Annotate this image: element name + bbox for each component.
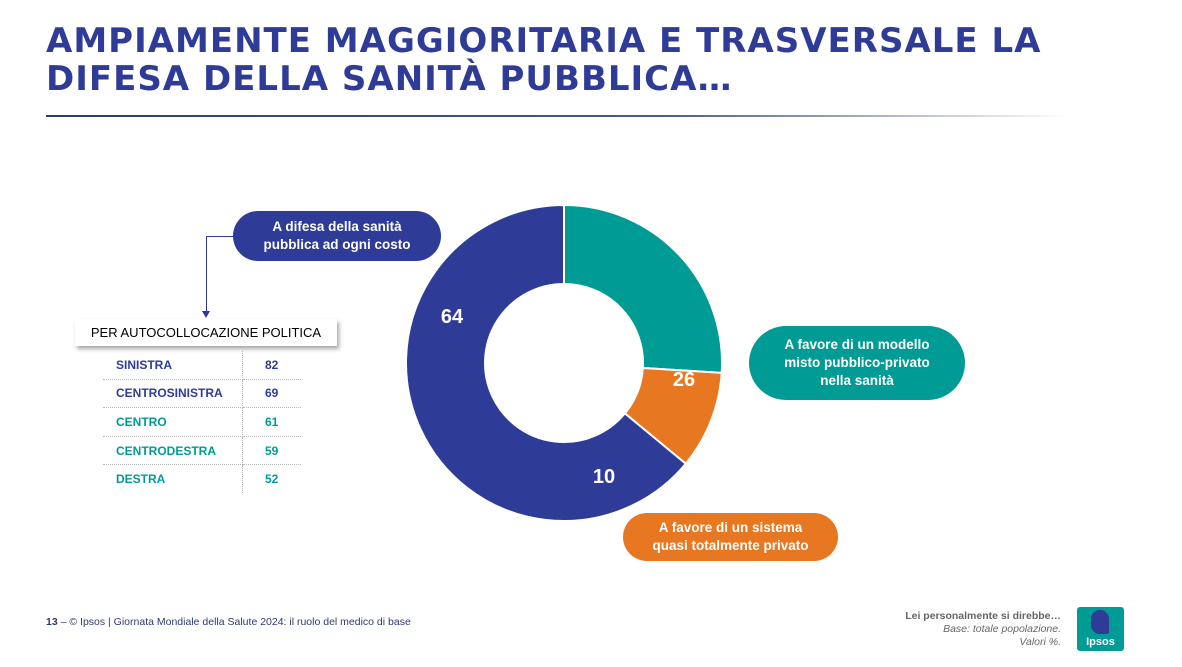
note-question: Lei personalmente si direbbe… (905, 610, 1061, 622)
donut-slice (563, 203, 723, 374)
breakdown-row-label: DESTRA (103, 464, 243, 493)
breakdown-table: SINISTRA 82 CENTROSINISTRA 69 CENTRO 61 CENTRO… (103, 351, 301, 493)
breakdown-row-label: SINISTRA (103, 351, 243, 380)
breakdown-row: CENTROSINISTRA 69 (103, 379, 301, 409)
ipsos-logo: Ipsos (1077, 607, 1124, 651)
title-line-1: AMPIAMENTE MAGGIORITARIA E TRASVERSALE L… (46, 21, 1042, 61)
callout-private: A favore di un sistema quasi totalmente … (623, 513, 838, 561)
breakdown-row-value: 61 (242, 407, 301, 437)
footer-separator: – (57, 616, 70, 628)
callout-public: A difesa della sanità pubblica ad ogni c… (233, 211, 441, 261)
donut-slice (405, 203, 688, 522)
note-units: Valori %. (1019, 636, 1061, 648)
breakdown-row-label: CENTRO (103, 407, 243, 437)
breakdown-row: CENTRO 61 (103, 407, 301, 437)
breakdown-title: PER AUTOCOLLOCAZIONE POLITICA (75, 319, 337, 346)
title-divider (46, 115, 1071, 117)
logo-emblem-icon (1091, 610, 1109, 634)
callout-mixed-label: A favore di un modello misto pubblico-pr… (784, 337, 930, 388)
breakdown-row-value: 69 (242, 379, 301, 409)
breakdown-row: SINISTRA 82 (103, 351, 301, 380)
donut-value-label: 26 (673, 369, 695, 391)
base-note: Lei personalmente si direbbe… Base: tota… (905, 610, 1061, 649)
page-number: 13 (46, 616, 58, 628)
title-line-2: DIFESA DELLA SANITÀ PUBBLICA… (46, 59, 733, 99)
page-title: AMPIAMENTE MAGGIORITARIA E TRASVERSALE L… (46, 22, 1146, 98)
breakdown-row-value: 52 (265, 472, 279, 487)
footer: 13 – © Ipsos | Giornata Mondiale della S… (46, 616, 411, 628)
callout-private-label: A favore di un sistema quasi totalmente … (652, 520, 809, 553)
footer-text: © Ipsos | Giornata Mondiale della Salute… (69, 616, 411, 628)
callout-mixed: A favore di un modello misto pubblico-pr… (749, 326, 965, 400)
arrow-down-icon (202, 311, 210, 318)
breakdown-row: CENTRODESTRA 59 (103, 436, 301, 466)
note-base: Base: totale popolazione. (943, 623, 1061, 635)
callout-public-label: A difesa della sanità pubblica ad ogni c… (263, 219, 411, 252)
logo-text: Ipsos (1086, 636, 1115, 648)
donut-value-label: 64 (441, 306, 464, 328)
breakdown-row-label: CENTRODESTRA (103, 436, 243, 466)
donut-value-label: 10 (593, 466, 615, 488)
connector-line-vertical (206, 236, 207, 312)
connector-line (206, 236, 234, 237)
breakdown-row-value: 59 (242, 436, 301, 466)
breakdown-row: DESTRA 52 (103, 464, 301, 493)
breakdown-row-value: 82 (242, 351, 301, 380)
breakdown-row-label: CENTROSINISTRA (103, 379, 243, 409)
